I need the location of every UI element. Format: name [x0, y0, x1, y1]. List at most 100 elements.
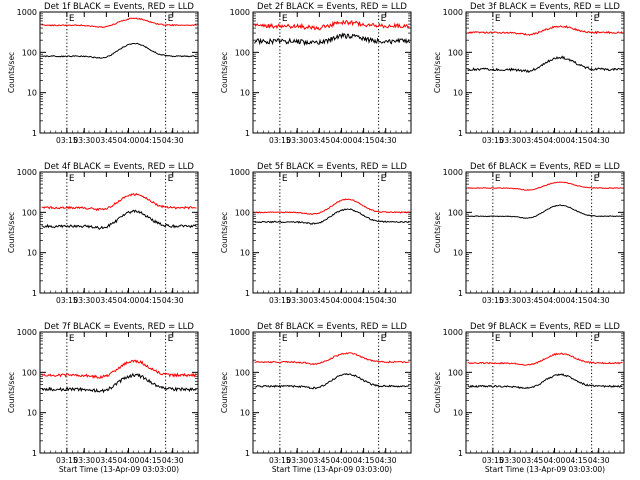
- y-tick-label: 1: [245, 289, 250, 298]
- x-tick-label: 04:30: [162, 456, 184, 465]
- event-marker-label: E: [282, 334, 288, 344]
- x-tick-label: 04:30: [588, 136, 610, 145]
- plot-frame: [39, 11, 199, 134]
- plot-frame: [252, 331, 412, 454]
- x-tick-label: 03:45: [522, 296, 544, 305]
- y-tick-label: 1: [458, 289, 463, 298]
- y-tick-label: 1: [32, 129, 37, 138]
- y-axis-label: Counts/sec: [433, 52, 442, 93]
- y-tick-label: 100: [22, 368, 37, 377]
- y-tick-label: 1000: [443, 8, 463, 17]
- series-events-black: [254, 373, 410, 390]
- chart-title: Det 7f BLACK = Events, RED = LLD: [44, 322, 194, 332]
- series-events-black: [41, 42, 197, 59]
- series-lld-red: [41, 359, 197, 379]
- x-tick-label: 03:15: [269, 296, 291, 305]
- series-lld-red: [467, 352, 623, 366]
- x-axis-label: Start Time (13-Apr-09 03:03:00): [59, 465, 179, 474]
- y-tick-label: 1000: [230, 8, 250, 17]
- x-tick-label: 03:15: [56, 456, 78, 465]
- y-tick-label: 1000: [17, 8, 37, 17]
- chart-title: Det 4f BLACK = Events, RED = LLD: [44, 162, 194, 172]
- y-tick-label: 100: [22, 48, 37, 57]
- x-tick-label: 03:45: [522, 136, 544, 145]
- y-tick-label: 10: [240, 249, 250, 258]
- y-tick-label: 10: [453, 249, 463, 258]
- y-tick-label: 10: [27, 409, 37, 418]
- y-tick-label: 100: [235, 48, 250, 57]
- y-tick-label: 1: [32, 449, 37, 458]
- y-tick-label: 10: [27, 89, 37, 98]
- chart-panel-4: Det 4f BLACK = Events, RED = LLD 1 10 100 10…: [7, 162, 199, 305]
- x-tick-label: 04:30: [375, 296, 397, 305]
- plot-frame: [252, 11, 412, 134]
- chart-title: Det 5f BLACK = Events, RED = LLD: [257, 162, 407, 172]
- event-marker-label: E: [495, 334, 501, 344]
- y-tick-label: 100: [22, 208, 37, 217]
- x-tick-label: 03:15: [482, 456, 504, 465]
- plot-frame: [465, 171, 625, 294]
- chart-panel-9: Det 9f BLACK = Events, RED = LLD 1 10 100 10…: [433, 322, 625, 474]
- y-axis-label: Counts/sec: [433, 372, 442, 413]
- y-tick-label: 10: [453, 409, 463, 418]
- series-events-black: [41, 209, 197, 231]
- plot-frame: [465, 331, 625, 454]
- chart-panel-7: Det 7f BLACK = Events, RED = LLD 1 10 100 10…: [7, 322, 199, 474]
- chart-panel-5: Det 5f BLACK = Events, RED = LLD 1 10 100 10…: [220, 162, 412, 305]
- y-tick-label: 1: [32, 289, 37, 298]
- x-tick-label: 04:00: [544, 456, 566, 465]
- event-marker-label: E: [168, 14, 174, 24]
- x-tick-label: 04:00: [118, 136, 140, 145]
- y-tick-label: 1: [245, 129, 250, 138]
- x-tick-label: 03:15: [269, 136, 291, 145]
- x-tick-label: 04:30: [588, 456, 610, 465]
- chart-panel-3: Det 3f BLACK = Events, RED = LLD 1 10 100 10…: [433, 2, 625, 145]
- y-axis-label: Counts/sec: [7, 52, 16, 93]
- y-axis-label: Counts/sec: [7, 372, 16, 413]
- x-tick-label: 04:15: [353, 136, 375, 145]
- x-tick-label: 04:00: [544, 296, 566, 305]
- y-tick-label: 1000: [17, 168, 37, 177]
- x-tick-label: 03:30: [286, 296, 308, 305]
- x-tick-label: 04:00: [331, 456, 353, 465]
- y-axis-label: Counts/sec: [433, 212, 442, 253]
- event-marker-label: E: [282, 14, 288, 24]
- y-tick-label: 100: [235, 368, 250, 377]
- x-tick-label: 03:30: [73, 456, 95, 465]
- y-tick-label: 1000: [443, 168, 463, 177]
- x-tick-label: 03:45: [309, 296, 331, 305]
- x-tick-label: 04:00: [118, 456, 140, 465]
- event-marker-label: E: [69, 334, 75, 344]
- series-events-black: [467, 204, 623, 219]
- x-tick-label: 04:15: [353, 296, 375, 305]
- event-marker-label: E: [594, 174, 600, 184]
- x-tick-label: 04:30: [162, 136, 184, 145]
- x-tick-label: 03:45: [309, 136, 331, 145]
- event-marker-label: E: [495, 14, 501, 24]
- chart-title: Det 9f BLACK = Events, RED = LLD: [470, 322, 620, 332]
- chart-panel-2: Det 2f BLACK = Events, RED = LLD 1 10 100 10…: [220, 2, 412, 145]
- x-tick-label: 03:45: [96, 136, 118, 145]
- x-tick-label: 03:45: [96, 456, 118, 465]
- y-tick-label: 100: [448, 48, 463, 57]
- event-marker-label: E: [381, 334, 387, 344]
- x-tick-label: 03:15: [56, 136, 78, 145]
- y-tick-label: 1000: [230, 168, 250, 177]
- x-tick-label: 03:30: [286, 136, 308, 145]
- y-tick-label: 1000: [443, 328, 463, 337]
- x-tick-label: 04:30: [588, 296, 610, 305]
- event-marker-label: E: [594, 14, 600, 24]
- x-tick-label: 04:00: [331, 136, 353, 145]
- chart-title: Det 6f BLACK = Events, RED = LLD: [470, 162, 620, 172]
- y-tick-label: 100: [448, 208, 463, 217]
- series-events-black: [254, 32, 410, 47]
- x-tick-label: 03:45: [96, 296, 118, 305]
- series-lld-red: [254, 19, 410, 31]
- event-marker-label: E: [168, 174, 174, 184]
- chart-panel-6: Det 6f BLACK = Events, RED = LLD 1 10 100 10…: [433, 162, 625, 305]
- chart-panel-1: Det 1f BLACK = Events, RED = LLD 1 10 100 10…: [7, 2, 199, 145]
- series-events-black: [467, 373, 623, 390]
- x-tick-label: 03:30: [286, 456, 308, 465]
- x-tick-label: 04:15: [140, 296, 162, 305]
- series-events-black: [254, 208, 410, 225]
